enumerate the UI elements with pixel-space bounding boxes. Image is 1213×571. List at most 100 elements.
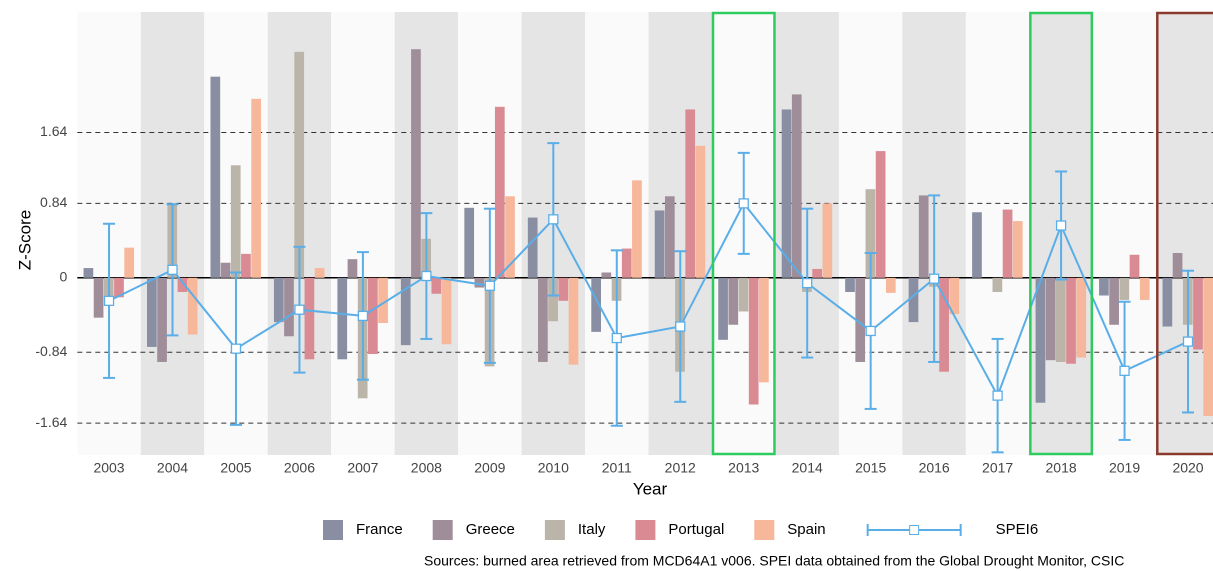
bar bbox=[527, 217, 538, 278]
legend-label: France bbox=[356, 521, 403, 538]
highlight-box bbox=[1156, 11, 1213, 456]
bar bbox=[400, 277, 411, 346]
point bbox=[802, 277, 813, 289]
y-tick-label: -1.64 bbox=[35, 414, 67, 430]
bar bbox=[664, 196, 675, 278]
bar bbox=[558, 277, 569, 301]
x-tick-label: 2015 bbox=[855, 460, 886, 476]
bar bbox=[431, 277, 442, 294]
bar bbox=[855, 277, 866, 362]
bar bbox=[822, 203, 833, 278]
point bbox=[675, 321, 686, 332]
x-tick-label: 2009 bbox=[474, 460, 505, 476]
bar bbox=[494, 106, 505, 278]
bar bbox=[885, 277, 896, 293]
bar bbox=[251, 98, 261, 278]
y-axis-label: Z-Score bbox=[15, 210, 34, 270]
y-tick-label: 0 bbox=[60, 269, 68, 285]
x-tick-label: 2012 bbox=[665, 460, 696, 476]
point bbox=[738, 198, 749, 209]
point bbox=[357, 310, 369, 322]
bar bbox=[284, 277, 294, 337]
point bbox=[294, 304, 305, 315]
x-axis-label: Year bbox=[633, 479, 668, 498]
legend-label: SPEI6 bbox=[996, 521, 1039, 538]
bar bbox=[992, 277, 1003, 292]
bar bbox=[759, 277, 769, 383]
bar bbox=[728, 277, 739, 325]
bar bbox=[464, 207, 475, 278]
legend-swatch bbox=[432, 520, 453, 540]
bar bbox=[1109, 277, 1119, 325]
bar bbox=[83, 268, 94, 278]
point bbox=[1055, 220, 1067, 231]
bar bbox=[1035, 277, 1046, 403]
bar bbox=[685, 109, 696, 278]
bar bbox=[314, 268, 325, 278]
bar bbox=[411, 49, 421, 278]
bar bbox=[157, 277, 167, 362]
bar bbox=[568, 277, 579, 365]
x-tick-label: 2003 bbox=[93, 460, 124, 476]
x-tick-label: 2017 bbox=[982, 460, 1013, 476]
bar bbox=[1012, 221, 1023, 278]
point bbox=[1182, 336, 1194, 347]
y-tick-label: 0.84 bbox=[40, 194, 67, 210]
bar bbox=[781, 109, 792, 278]
x-tick-label: 2016 bbox=[919, 460, 950, 476]
bar bbox=[538, 277, 548, 362]
bar bbox=[1055, 277, 1066, 362]
point bbox=[167, 264, 178, 275]
bar bbox=[845, 277, 855, 292]
bar bbox=[187, 277, 198, 335]
bar bbox=[347, 259, 358, 278]
x-tick-label: 2007 bbox=[347, 460, 378, 476]
bar bbox=[1119, 277, 1130, 300]
bar bbox=[147, 277, 157, 347]
x-tick-label: 2008 bbox=[411, 460, 442, 476]
legend-label: Portugal bbox=[668, 521, 724, 538]
bar bbox=[718, 277, 728, 340]
bar bbox=[93, 277, 104, 318]
bar bbox=[875, 151, 886, 278]
bar bbox=[441, 277, 452, 345]
x-tick-label: 2013 bbox=[728, 460, 759, 476]
bar bbox=[1129, 254, 1140, 278]
bar bbox=[273, 277, 284, 323]
x-tick-label: 2019 bbox=[1109, 460, 1140, 476]
bar bbox=[812, 268, 823, 278]
line bbox=[108, 201, 1189, 399]
bar bbox=[1045, 277, 1056, 361]
point bbox=[548, 214, 559, 225]
legend-swatch bbox=[323, 520, 343, 540]
bar bbox=[304, 277, 315, 360]
highlight-box bbox=[711, 11, 776, 456]
bar bbox=[791, 94, 802, 278]
legend-label: Spain bbox=[787, 521, 825, 538]
point bbox=[992, 390, 1003, 401]
x-tick-label: 2020 bbox=[1172, 460, 1203, 476]
bar bbox=[601, 272, 612, 278]
point bbox=[1119, 365, 1130, 376]
bar bbox=[1172, 252, 1183, 278]
bar bbox=[1193, 277, 1203, 350]
bar bbox=[368, 277, 378, 354]
bar bbox=[908, 277, 919, 323]
bar bbox=[378, 277, 388, 323]
legend-label: Greece bbox=[466, 521, 515, 538]
y-tick-label: 1.64 bbox=[40, 123, 67, 139]
bar bbox=[738, 277, 749, 312]
x-tick-label: 2011 bbox=[602, 460, 632, 476]
x-tick-label: 2014 bbox=[792, 460, 823, 476]
legend-point bbox=[909, 525, 920, 535]
legend-swatch bbox=[635, 520, 656, 540]
y-tick-label: -0.84 bbox=[35, 343, 67, 359]
bar bbox=[632, 180, 642, 278]
bar bbox=[177, 277, 188, 292]
bar bbox=[621, 248, 632, 278]
bar bbox=[695, 145, 706, 278]
point bbox=[611, 332, 622, 344]
bar bbox=[294, 51, 305, 278]
bar bbox=[865, 189, 876, 278]
bar bbox=[918, 195, 929, 278]
